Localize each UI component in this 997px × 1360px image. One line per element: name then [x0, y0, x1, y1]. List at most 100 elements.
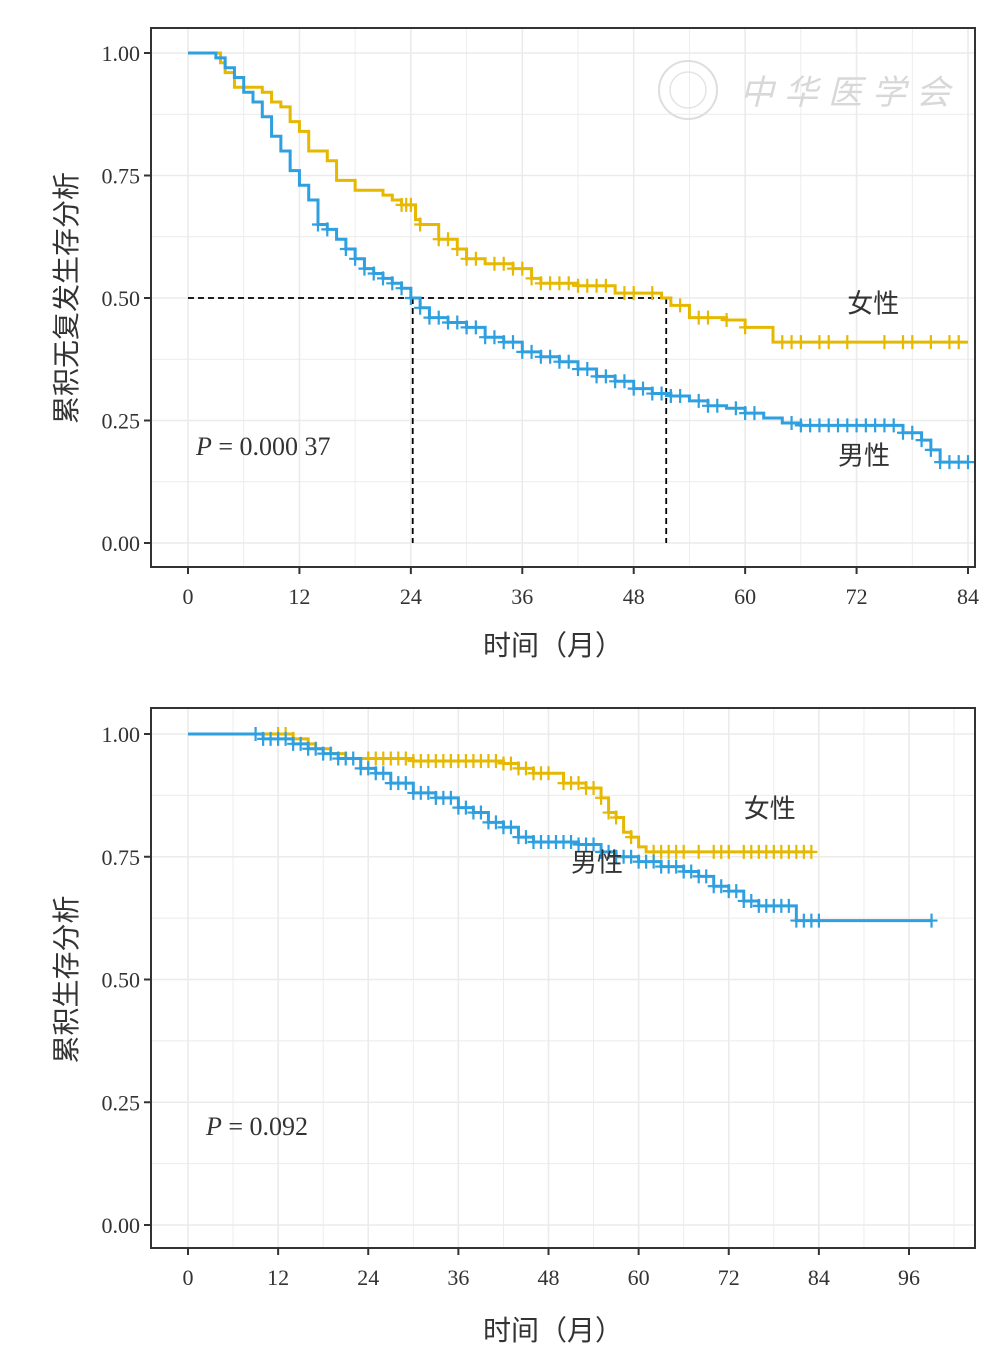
watermark-emblem-inner	[669, 71, 707, 109]
p-value: = 0.092	[222, 1112, 308, 1141]
censor-mark	[444, 790, 457, 805]
x-tick-label: 36	[511, 584, 533, 609]
censor-mark	[646, 286, 659, 301]
plot-border	[150, 707, 976, 1249]
x-tick-label: 48	[538, 1265, 560, 1290]
censor-mark	[700, 869, 713, 884]
censor-mark	[404, 291, 417, 305]
x-tick-label: 36	[447, 1265, 469, 1290]
y-tick-label: 0.50	[102, 286, 141, 311]
censor-mark	[414, 217, 427, 232]
censor-mark	[542, 766, 555, 781]
x-axis-title: 时间（月）	[483, 1314, 623, 1347]
x-tick-label: 0	[183, 1265, 194, 1290]
censor-mark	[637, 381, 649, 396]
censor-mark	[702, 310, 714, 325]
y-axis-ticks: 0.00 0.25 0.50 0.75 1.00	[102, 41, 151, 556]
censor-mark	[525, 344, 538, 359]
series-label: 男性	[838, 442, 890, 472]
censor-mark	[952, 335, 965, 350]
x-axis-ticks: 0 12 24 36 48 60 72 84 96	[183, 1248, 920, 1290]
x-tick-label: 60	[628, 1265, 650, 1290]
censor-mark	[488, 330, 501, 345]
y-tick-label: 0.50	[102, 968, 141, 993]
rfs-chart: 中华医学会 0 12 24 36 48 60 72 84 0.00 0.25 0.50 0.75 1.…	[50, 27, 979, 662]
censor-mark	[386, 276, 399, 291]
y-tick-label: 0.75	[102, 845, 141, 870]
censor-mark	[924, 335, 937, 350]
censor-mark	[469, 251, 482, 266]
censor-mark	[442, 232, 454, 247]
censor-mark	[711, 398, 724, 413]
censor-mark	[618, 374, 631, 389]
x-tick-label: 24	[357, 1265, 379, 1290]
censor-mark	[729, 401, 742, 416]
censor-mark	[395, 281, 408, 296]
censor-mark	[321, 222, 334, 237]
y-axis-ticks: 0.00 0.25 0.50 0.75 1.00	[102, 722, 151, 1238]
gridlines	[151, 708, 975, 1248]
series-label: 男性	[571, 848, 623, 878]
censor-mark	[730, 884, 743, 899]
censor-mark	[474, 805, 487, 820]
x-tick-label: 12	[288, 584, 310, 609]
y-tick-label: 1.00	[102, 722, 141, 747]
censor-mark	[404, 197, 417, 212]
km-series-male	[188, 727, 938, 928]
censor-mark	[685, 864, 698, 879]
plot-background	[151, 708, 975, 1248]
y-axis-title: 累积生存分析	[50, 895, 83, 1063]
censor-mark	[279, 731, 292, 746]
x-tick-label: 60	[734, 584, 756, 609]
km-series-male	[188, 51, 974, 470]
censor-mark	[572, 776, 585, 791]
censor-mark	[625, 830, 638, 845]
censor-mark	[525, 271, 538, 286]
watermark-emblem-icon	[658, 60, 718, 120]
censor-mark	[602, 805, 615, 820]
censor-mark	[925, 913, 938, 928]
censor-mark	[794, 335, 807, 350]
censor-mark	[647, 854, 660, 869]
censor-mark	[451, 242, 464, 256]
censor-mark	[516, 261, 529, 276]
p-value-label: P = 0.092	[205, 1112, 308, 1141]
censor-mark	[587, 837, 600, 852]
censor-mark	[610, 810, 623, 825]
series-label: 女性	[744, 794, 796, 824]
censor-mark	[367, 266, 380, 281]
censor-mark	[358, 261, 371, 276]
censor-mark	[581, 362, 594, 377]
censor-mark	[745, 893, 758, 908]
censor-mark	[599, 278, 612, 293]
censor-mark	[544, 349, 557, 364]
x-axis-ticks: 0 12 24 36 48 60 72 84	[183, 567, 979, 609]
x-tick-label: 72	[846, 584, 868, 609]
survival-curves	[188, 51, 974, 470]
survival-step-line	[188, 51, 968, 344]
censor-mark	[349, 251, 362, 266]
censor-mark	[489, 754, 502, 769]
censor-mark	[249, 727, 262, 741]
x-tick-label: 0	[183, 584, 194, 609]
censor-mark	[674, 389, 687, 403]
y-tick-label: 0.00	[102, 531, 141, 556]
y-tick-label: 1.00	[102, 41, 141, 66]
censor-mark	[915, 433, 928, 448]
watermark: 中华医学会	[658, 60, 950, 120]
p-value: = 0.000 37	[212, 432, 331, 461]
censor-mark	[739, 320, 752, 335]
censor-mark	[312, 217, 324, 232]
censor-mark	[599, 369, 612, 384]
censor-mark	[887, 418, 900, 433]
censor-mark	[674, 298, 687, 313]
censor-mark	[692, 393, 705, 408]
censor-mark	[722, 844, 735, 859]
censor-mark	[324, 746, 337, 761]
censor-mark	[715, 879, 728, 894]
series-label: 女性	[847, 290, 899, 320]
censor-mark	[692, 844, 705, 859]
